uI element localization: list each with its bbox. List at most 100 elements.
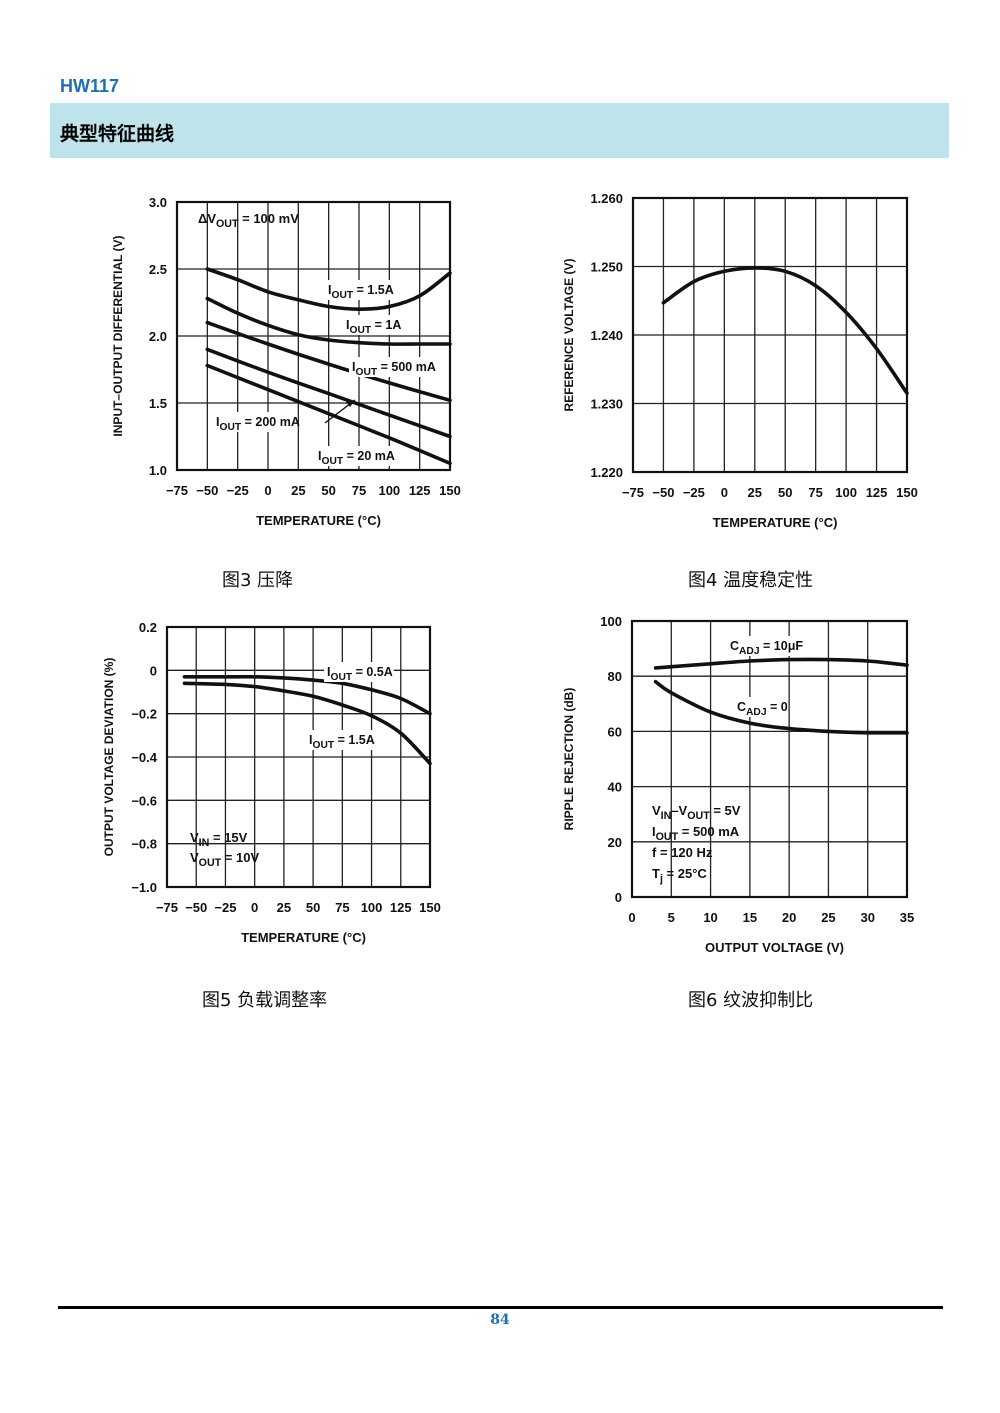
fig5-annotation-0: VIN = 15V (190, 830, 248, 849)
fig5-xtick-label: 100 (361, 900, 383, 915)
fig5-ytick-label: −0.4 (131, 750, 157, 765)
fig4-ytick-label: 1.230 (590, 397, 623, 412)
fig3-annotation-0: ΔVOUT = 100 mV (198, 211, 299, 230)
fig3-series-label-4: IOUT = 20 mA (318, 449, 395, 467)
fig5-ytick-label: −0.8 (131, 837, 157, 852)
fig6-x-axis-label: OUTPUT VOLTAGE (V) (705, 940, 844, 955)
fig3-series-label-1: IOUT = 1A (346, 318, 401, 336)
fig3-series-label-bg (343, 315, 398, 335)
fig4-xtick-label: 125 (866, 485, 888, 500)
fig5-series-label-bg (324, 662, 394, 682)
fig6-annotation-1: IOUT = 500 mA (652, 824, 740, 843)
fig3-series-line-0 (205, 267, 452, 312)
fig3-xtick-label: 125 (409, 483, 431, 498)
fig4-xtick-label: −75 (622, 485, 644, 500)
chart-fig4-svg: −75 −50 −25 0 25 50 75 100 125 150 1.220 1.230 1.240… (562, 191, 918, 530)
caption-fig5: 图5 负载调整率 (202, 990, 328, 1011)
fig6-series-label-bg (734, 697, 782, 717)
fig6-xtick-label: 35 (900, 910, 914, 925)
fig6-series-line-0 (653, 657, 909, 670)
fig3-xtick-label: −25 (227, 483, 249, 498)
fig6-xtick-label: 5 (668, 910, 675, 925)
fig5-series-label-1: IOUT = 1.5A (309, 733, 375, 751)
fig6-y-axis-label: RIPPLE REJECTION (dB) (562, 688, 576, 831)
fig3-xtick-label: 100 (378, 483, 400, 498)
chart-fig5: −75 −50 −25 0 25 50 75 100 125 150 −1.0 −0.8 −0.6 −0.… (95, 615, 450, 950)
fig3-xtick-label: 25 (291, 483, 305, 498)
fig6-plot-frame (630, 619, 909, 899)
chart-fig4: −75 −50 −25 0 25 50 75 100 125 150 1.220 1.230 1.240… (555, 185, 930, 535)
page-number: 84 (490, 1312, 510, 1328)
fig6-series-label-bg (727, 636, 797, 656)
fig5-ytick-label: −1.0 (131, 880, 157, 895)
fig3-xtick-label: 150 (439, 483, 461, 498)
fig3-series-label-2: IOUT = 500 mA (352, 360, 436, 378)
fig3-series-line-2 (205, 320, 452, 403)
fig5-xtick-label: 75 (335, 900, 349, 915)
fig5-ytick-label: −0.2 (131, 707, 157, 722)
fig5-series-label-bg (306, 730, 376, 750)
fig3-ytick-label: 3.0 (149, 195, 167, 210)
fig6-xtick-label: 15 (743, 910, 757, 925)
section-title: 典型特征曲线 (60, 123, 175, 145)
fig3-series-line-4 (205, 363, 452, 466)
fig6-series-line-1 (653, 679, 909, 735)
fig6-xtick-label: 0 (628, 910, 635, 925)
fig6-xtick-label: 30 (860, 910, 874, 925)
fig4-ytick-label: 1.260 (590, 191, 623, 206)
chart-fig6-svg: 0 5 10 15 20 25 30 35 0 20 40 60 80 100 OUTPUT VOLTAGE… (562, 614, 914, 955)
fig3-xtick-label: −50 (196, 483, 218, 498)
caption-fig6: 图6 纹波抑制比 (688, 990, 814, 1011)
fig4-plot-frame (631, 196, 909, 474)
fig3-series-line-1 (205, 296, 452, 346)
fig3-ytick-label: 1.5 (149, 396, 167, 411)
fig5-y-axis-label: OUTPUT VOLTAGE DEVIATION (%) (102, 658, 116, 857)
fig4-xtick-label: 150 (896, 485, 918, 500)
fig5-series-line-1 (182, 681, 432, 766)
fig5-xtick-label: 150 (419, 900, 441, 915)
fig5-xtick-label: −25 (214, 900, 236, 915)
fig3-x-axis-label: TEMPERATURE (°C) (256, 513, 381, 528)
caption-fig4: 图4 温度稳定性 (688, 570, 814, 591)
fig6-ytick-label: 0 (615, 890, 622, 905)
fig4-xtick-label: 100 (835, 485, 857, 500)
fig4-xtick-label: −50 (652, 485, 674, 500)
fig5-ytick-label: 0 (150, 663, 157, 678)
fig3-ytick-label: 1.0 (149, 463, 167, 478)
fig3-xtick-label: 0 (264, 483, 271, 498)
fig6-ytick-label: 80 (608, 669, 622, 684)
fig3-series-line-3 (205, 347, 452, 439)
fig5-xtick-label: 0 (251, 900, 258, 915)
fig5-series-label-0: IOUT = 0.5A (327, 665, 393, 683)
fig5-xtick-label: 25 (277, 900, 291, 915)
fig6-annotation-3: Tj = 25°C (652, 866, 707, 885)
section-header-bar: 典型特征曲线 (50, 103, 949, 158)
fig6-ytick-label: 100 (600, 614, 622, 629)
fig3-series-label-bg (349, 357, 434, 377)
chart-fig3: −75 −50 −25 0 25 50 75 100 125 150 1.0 1.5 2.0 2.5 3.0… (100, 190, 480, 535)
fig6-xtick-label: 20 (782, 910, 796, 925)
fig4-xtick-label: 50 (778, 485, 792, 500)
fig5-ytick-label: 0.2 (139, 620, 157, 635)
caption-fig3: 图3 压降 (222, 570, 294, 591)
fig3-xtick-label: −75 (166, 483, 188, 498)
fig5-annotation-1: VOUT = 10V (190, 850, 259, 869)
fig4-x-axis-label: TEMPERATURE (°C) (713, 515, 838, 530)
fig4-xtick-label: 75 (808, 485, 822, 500)
fig6-annotation-0: VIN–VOUT = 5V (652, 803, 741, 822)
fig4-ytick-label: 1.220 (590, 465, 623, 480)
fig4-xtick-label: 0 (721, 485, 728, 500)
fig4-ytick-label: 1.250 (590, 260, 623, 275)
fig5-xtick-label: 50 (306, 900, 320, 915)
fig6-xtick-label: 25 (821, 910, 835, 925)
fig3-series-label-bg (325, 280, 395, 300)
footer-rule (58, 1306, 943, 1309)
fig5-xtick-label: 125 (390, 900, 412, 915)
fig4-y-axis-label: REFERENCE VOLTAGE (V) (562, 259, 576, 412)
chart-fig6: 0 5 10 15 20 25 30 35 0 20 40 60 80 100 OUTPUT VOLTAGE… (555, 610, 930, 960)
fig3-ytick-label: 2.5 (149, 262, 167, 277)
fig4-series-line-0 (661, 266, 909, 395)
fig4-ytick-label: 1.240 (590, 328, 623, 343)
fig3-ytick-label: 2.0 (149, 329, 167, 344)
fig6-ytick-label: 20 (608, 835, 622, 850)
